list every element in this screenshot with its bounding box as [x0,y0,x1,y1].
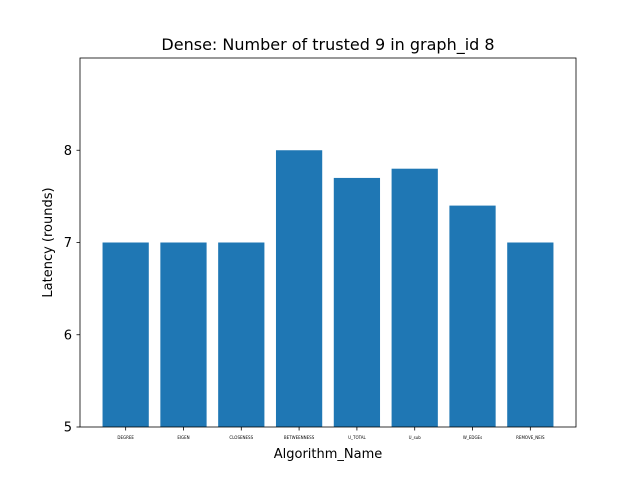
bar-remove-neis [507,242,554,427]
x-tick-label: W_EDGEs [463,435,482,440]
y-axis-ticks: 5 6 7 8 [64,144,80,436]
x-tick-label: CLOSENESS [229,435,253,440]
x-tick-label: U_TOTAL [348,435,366,440]
bar-eigen [160,242,207,427]
chart-title: Dense: Number of trusted 9 in graph_id 8 [161,35,494,55]
x-tick-label: BETWEENNESS [284,435,315,440]
bar-u-sub [391,168,438,427]
x-tick-label: DEGREE [117,435,134,440]
x-tick-label: EIGEN [177,435,189,440]
bar-w-edges [449,205,496,427]
x-axis-label: Algorithm_Name [274,447,383,462]
x-tick-label: U_sub [409,435,422,440]
y-tick-label: 8 [64,144,72,159]
y-tick-label: 6 [64,328,72,343]
y-axis-label: Latency (rounds) [41,187,56,297]
y-tick-label: 7 [64,236,72,251]
bar-closeness [218,242,265,427]
plot-frame [79,57,577,428]
bar-degree [102,242,149,427]
bar-u-total [333,177,381,427]
x-tick-label: REMOVE_NEIS [516,435,545,440]
y-tick-label: 5 [64,421,72,436]
bar-betweenness [275,150,323,427]
bars-group [102,150,554,427]
x-axis-ticks: DEGREE EIGEN CLOSENESS BETWEENNESS U_TOTAL U_… [117,427,545,440]
